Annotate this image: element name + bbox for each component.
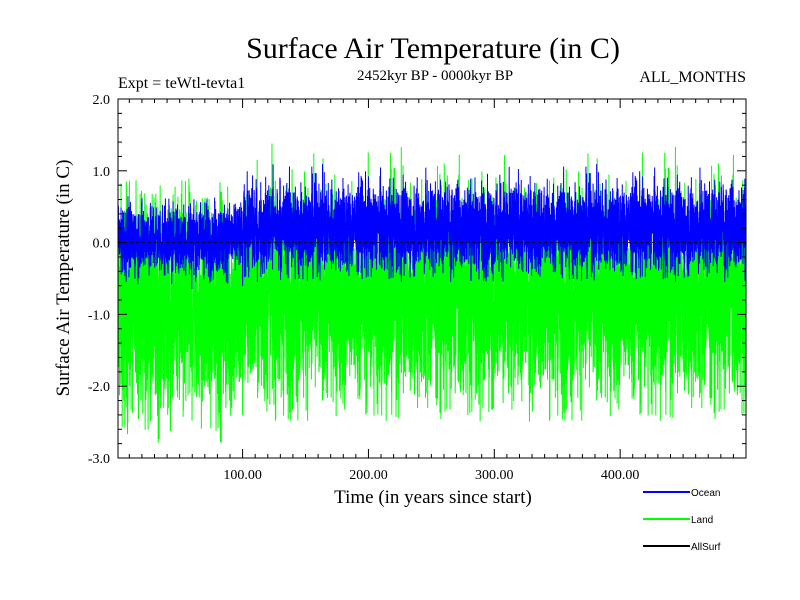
- series-layer: [117, 143, 747, 444]
- months-label: ALL_MONTHS: [639, 69, 746, 86]
- x-tick-label: 300.00: [475, 468, 514, 483]
- x-tick-label: 200.00: [349, 468, 388, 483]
- series-line-land: [117, 143, 747, 444]
- x-tick-label: 100.00: [223, 468, 262, 483]
- y-axis-label: Surface Air Temperature (in C): [53, 160, 74, 397]
- y-tick-label: -1.0: [88, 308, 110, 323]
- legend-label-ocean: Ocean: [691, 488, 720, 499]
- y-tick-label: 0.0: [93, 237, 111, 252]
- chart-title: Surface Air Temperature (in C): [246, 32, 620, 65]
- plot-frame: [117, 98, 747, 459]
- legend-label-allsurf: AllSurf: [691, 542, 721, 553]
- y-tick-label: 2.0: [93, 93, 111, 108]
- series-line-ocean: [117, 164, 747, 290]
- ticks-layer: 100.00 200.00 300.00 400.00 -3.0 -2.0 -1.0 0.0 1…: [88, 93, 746, 483]
- y-tick-label: 1.0: [93, 165, 111, 180]
- experiment-label: Expt = teWtl-tevta1: [118, 75, 245, 92]
- y-tick-label: -3.0: [88, 452, 110, 467]
- x-axis-label: Time (in years since start): [334, 487, 532, 508]
- x-tick-label: 400.00: [601, 468, 640, 483]
- legend-label-land: Land: [691, 515, 713, 526]
- y-tick-label: -2.0: [88, 380, 110, 395]
- legend: Ocean Land AllSurf: [643, 488, 721, 553]
- chart-subtitle: 2452kyr BP - 0000kyr BP: [357, 68, 513, 84]
